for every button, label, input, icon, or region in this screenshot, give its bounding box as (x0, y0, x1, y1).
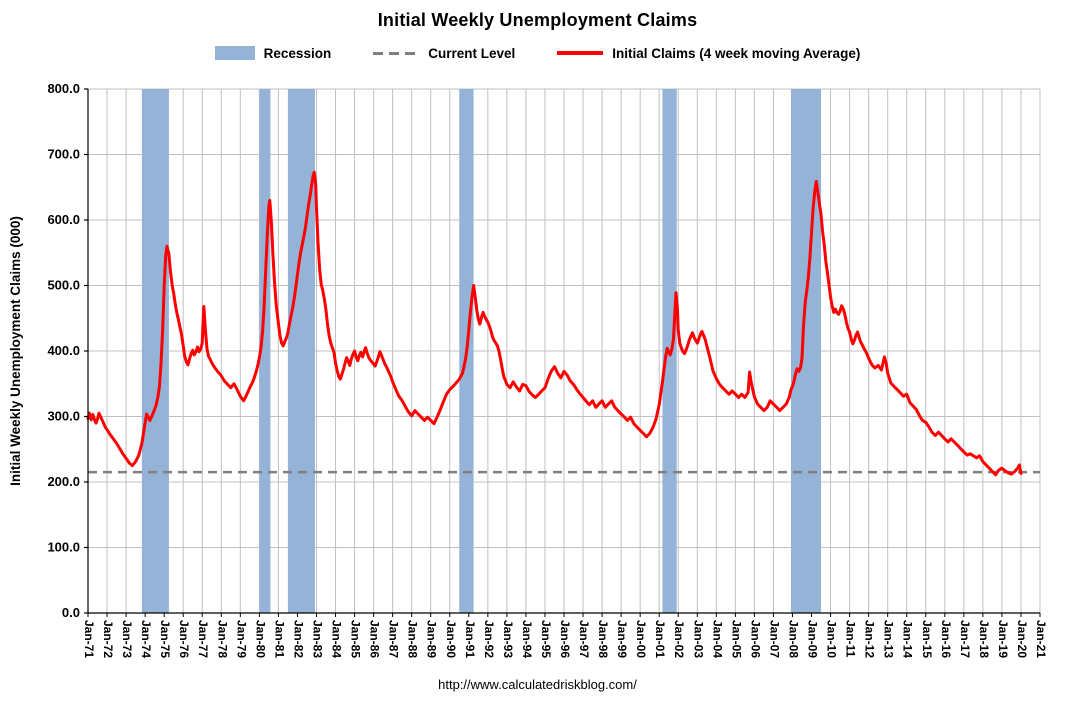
x-tick-label: Jan-10 (825, 620, 839, 658)
axes (84, 88, 1041, 617)
x-tick-label: Jan-05 (729, 620, 743, 658)
x-tick-label: Jan-91 (463, 620, 477, 658)
gridlines (88, 88, 1041, 613)
x-tick-label: Jan-87 (387, 620, 401, 658)
chart-legend: Recession Current Level Initial Claims (… (0, 43, 1075, 63)
x-tick-label: Jan-99 (615, 620, 629, 658)
recession-swatch-icon (214, 46, 255, 60)
x-tick-label: Jan-00 (634, 620, 648, 658)
claims-line (86, 170, 1023, 477)
x-tick-label: Jan-79 (234, 620, 248, 658)
x-tick-label: Jan-13 (882, 620, 896, 658)
x-tick-label: Jan-90 (444, 620, 458, 658)
y-tick-label: 400.0 (47, 343, 80, 358)
y-axis-title: Initial Weekly Unemployment Claims (000) (8, 216, 23, 486)
x-tick-label: Jan-19 (996, 620, 1010, 658)
x-tick-label: Jan-09 (806, 620, 820, 658)
x-tick-label: Jan-20 (1015, 620, 1029, 658)
legend-recession-label: Recession (263, 45, 332, 61)
y-tick-label: 200.0 (47, 474, 80, 489)
x-tick-label: Jan-77 (196, 620, 210, 658)
x-tick-label: Jan-84 (330, 620, 344, 658)
x-tick-label: Jan-83 (310, 620, 324, 658)
x-tick-label: Jan-17 (958, 620, 972, 658)
x-tick-label: Jan-96 (558, 620, 572, 658)
x-tick-label: Jan-01 (653, 620, 667, 658)
x-tick-label: Jan-12 (863, 620, 877, 658)
x-tick-label: Jan-16 (939, 620, 953, 658)
y-tick-label: 100.0 (47, 540, 80, 555)
x-tick-label: Jan-97 (577, 620, 591, 658)
legend-item-claims: Initial Claims (4 week moving Average) (557, 46, 860, 61)
x-tick-label: Jan-04 (710, 620, 724, 658)
x-tick-label: Jan-88 (406, 620, 420, 658)
x-tick-label: Jan-89 (425, 620, 439, 658)
x-tick-label: Jan-81 (272, 620, 286, 658)
recession-band (790, 89, 822, 613)
x-tick-label: Jan-07 (767, 620, 781, 658)
legend-claims-label: Initial Claims (4 week moving Average) (612, 45, 861, 61)
x-tick-label: Jan-03 (691, 620, 705, 658)
tick-labels: 0.0 100.0 200.0 300.0 400.0 500.0 600.0 700.0 80… (47, 81, 1048, 658)
x-tick-label: Jan-76 (177, 620, 191, 658)
x-tick-label: Jan-21 (1034, 620, 1048, 658)
x-tick-label: Jan-73 (120, 620, 134, 658)
x-tick-label: Jan-95 (539, 620, 553, 658)
y-tick-label: 300.0 (47, 409, 80, 424)
x-tick-label: Jan-75 (158, 620, 172, 658)
y-tick-label: 600.0 (47, 212, 80, 227)
x-tick-label: Jan-86 (368, 620, 382, 658)
x-tick-label: Jan-11 (844, 620, 858, 658)
x-tick-label: Jan-08 (786, 620, 800, 658)
legend-current-level-label: Current Level (428, 45, 516, 61)
recession-band (259, 89, 271, 613)
x-tick-label: Jan-94 (520, 620, 534, 658)
claims-swatch-icon (557, 51, 604, 55)
x-tick-label: Jan-71 (82, 620, 96, 658)
x-tick-label: Jan-15 (920, 620, 934, 658)
x-tick-label: Jan-06 (748, 620, 762, 658)
x-tick-label: Jan-74 (139, 620, 153, 658)
x-tick-label: Jan-14 (901, 620, 915, 658)
source-url: http://www.calculatedriskblog.com/ (438, 677, 637, 692)
recession-band (287, 89, 315, 613)
y-tick-label: 500.0 (47, 278, 80, 293)
recession-bands (141, 89, 822, 613)
y-tick-label: 0.0 (62, 605, 80, 620)
y-tick-label: 700.0 (47, 147, 80, 162)
x-tick-label: Jan-98 (596, 620, 610, 658)
x-tick-label: Jan-72 (101, 620, 115, 658)
current-level-swatch-icon (373, 51, 420, 55)
x-tick-label: Jan-18 (977, 620, 991, 658)
legend-item-recession: Recession (214, 45, 332, 61)
x-tick-label: Jan-78 (215, 620, 229, 658)
x-tick-label: Jan-93 (501, 620, 515, 658)
x-tick-label: Jan-85 (349, 620, 363, 658)
chart-title: Initial Weekly Unemployment Claims (377, 10, 698, 30)
legend-item-current-level: Current Level (373, 46, 515, 61)
x-tick-label: Jan-92 (482, 620, 496, 658)
x-tick-label: Jan-82 (291, 620, 305, 658)
chart-plot: Initial Weekly Unemployment Claims (000)… (8, 81, 1048, 658)
y-tick-label: 800.0 (47, 81, 80, 96)
x-tick-label: Jan-02 (672, 620, 686, 658)
recession-band (141, 89, 169, 613)
x-tick-label: Jan-80 (253, 620, 267, 658)
